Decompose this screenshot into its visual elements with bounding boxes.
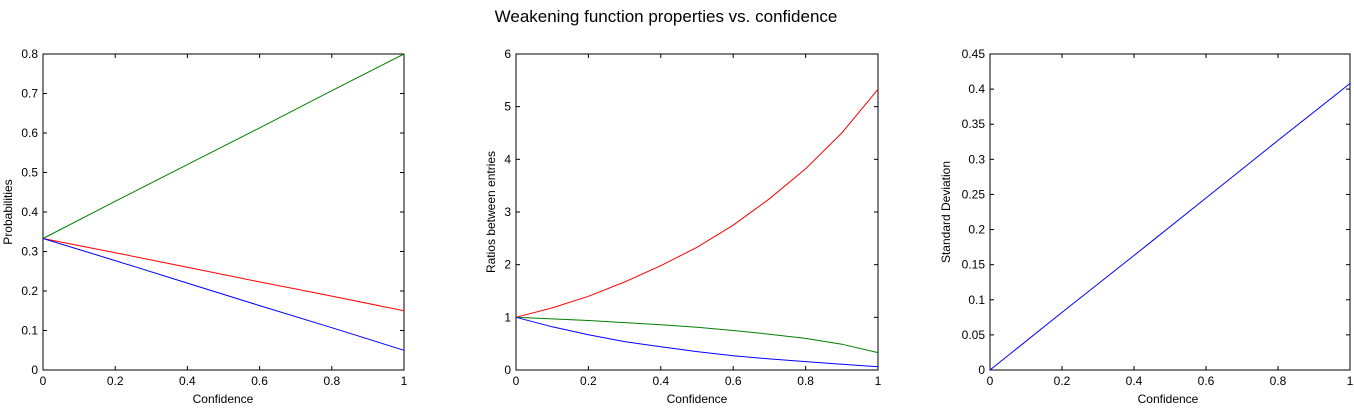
y-tick-label: 0 (504, 363, 511, 377)
x-axis-label: Confidence (667, 392, 728, 406)
subplot-probabilities: Confidence Probabilities 0 0.2 0.4 0.6 0.8 1 0… (1, 47, 408, 406)
y-axis-label: Ratios between entries (484, 151, 498, 273)
x-tick-label: 0 (513, 374, 520, 388)
y-tick-label: 2 (504, 258, 511, 272)
series-line-0 (515, 88, 879, 318)
y-tick-label: 0.15 (962, 258, 986, 272)
y-tick-label: 0.4 (968, 82, 985, 96)
x-tick-label: 0.2 (580, 374, 597, 388)
x-axis-label: Confidence (1138, 392, 1199, 406)
y-tick-label: 0.3 (21, 245, 38, 259)
x-tick-label: 0.2 (107, 374, 124, 388)
x-tick-label: 0.4 (1126, 374, 1143, 388)
x-tick-label: 1 (401, 374, 408, 388)
y-tick-label: 0.05 (962, 328, 986, 342)
x-tick-label: 0 (40, 374, 47, 388)
x-axis-label: Confidence (193, 392, 254, 406)
series-line-1 (42, 238, 405, 312)
y-tick-label: 0.45 (962, 47, 986, 61)
x-tick-label: 0.6 (1198, 374, 1215, 388)
series-line-0 (989, 83, 1351, 371)
y-tick-label: 0.1 (968, 293, 985, 307)
subplot-ratios: Confidence Ratios between entries 0 0.2 0.… (484, 47, 882, 406)
y-tick-label: 3 (504, 205, 511, 219)
y-tick-label: 0.7 (21, 87, 38, 101)
x-tick-label: 0.8 (797, 374, 814, 388)
y-tick-label: 4 (504, 152, 511, 166)
series-line-0 (42, 53, 405, 239)
x-tick-label: 0.8 (1270, 374, 1287, 388)
x-tick-label: 0.6 (251, 374, 268, 388)
y-axis-label: Probabilities (1, 179, 15, 244)
y-tick-label: 0.1 (21, 324, 38, 338)
y-tick-label: 0.35 (962, 117, 986, 131)
x-tick-label: 0.2 (1054, 374, 1071, 388)
x-tick-label: 0.4 (652, 374, 669, 388)
y-tick-label: 0 (978, 363, 985, 377)
x-tick-label: 1 (875, 374, 882, 388)
y-tick-label: 0.8 (21, 47, 38, 61)
y-tick-label: 0.4 (21, 205, 38, 219)
y-axis-label: Standard Deviation (939, 161, 953, 263)
x-tick-label: 1 (1347, 374, 1354, 388)
figure-title: Weakening function properties vs. confid… (495, 7, 838, 26)
y-tick-label: 0.2 (21, 284, 38, 298)
series-line-2 (515, 316, 879, 368)
y-tick-label: 6 (504, 47, 511, 61)
plot-area (989, 53, 1351, 371)
subplot-standard-deviation: Confidence Standard Deviation 0 0.2 0.4 0.6… (939, 47, 1354, 406)
series-line-2 (42, 238, 405, 351)
y-tick-label: 0.2 (968, 223, 985, 237)
plot-area (42, 53, 405, 371)
y-tick-label: 0.25 (962, 187, 986, 201)
x-tick-label: 0.8 (323, 374, 340, 388)
x-tick-label: 0.6 (725, 374, 742, 388)
y-tick-label: 0.5 (21, 166, 38, 180)
x-tick-label: 0.4 (179, 374, 196, 388)
x-tick-label: 0 (987, 374, 994, 388)
y-tick-label: 0.3 (968, 152, 985, 166)
y-tick-label: 1 (504, 310, 511, 324)
y-tick-label: 0.6 (21, 126, 38, 140)
y-tick-label: 5 (504, 100, 511, 114)
plot-area (515, 53, 879, 371)
series-line-1 (515, 316, 879, 354)
y-tick-label: 0 (31, 363, 38, 377)
